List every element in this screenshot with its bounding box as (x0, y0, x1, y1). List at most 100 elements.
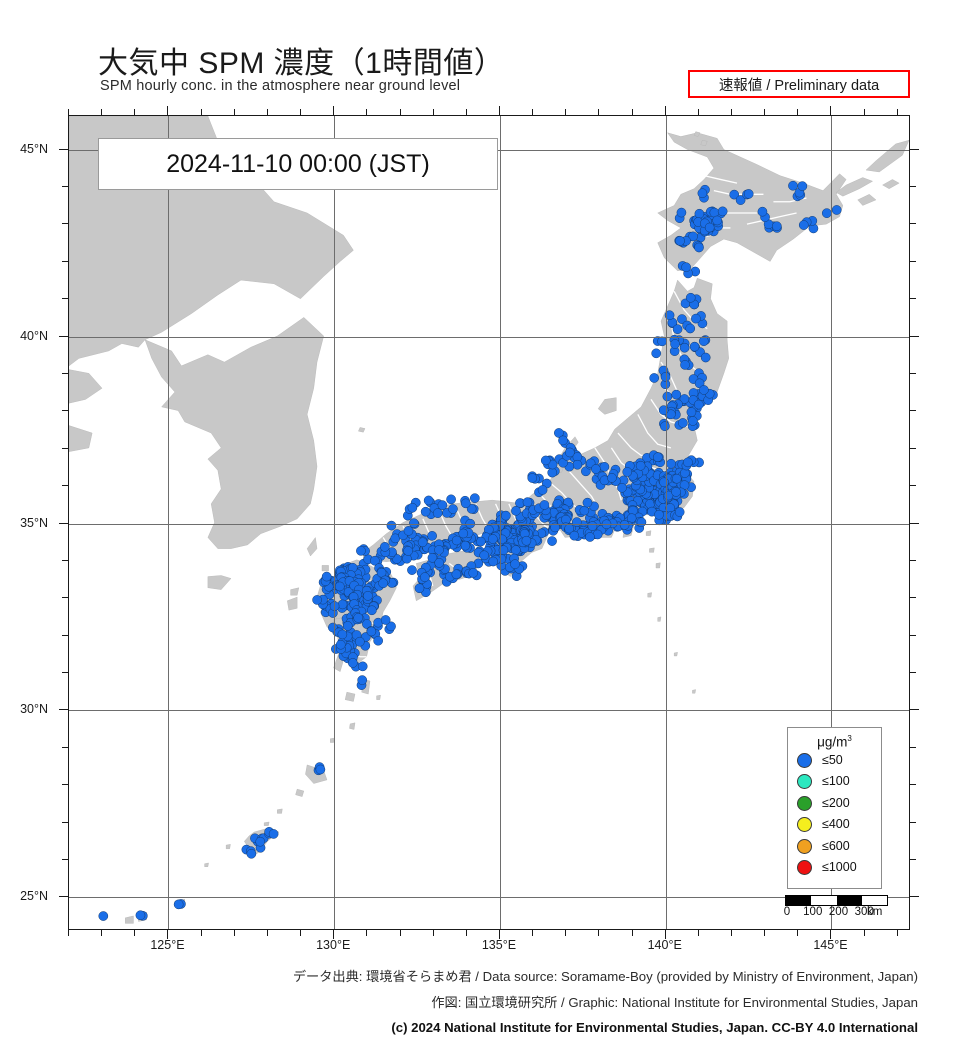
station-marker[interactable] (771, 221, 782, 232)
station-marker[interactable] (173, 899, 184, 910)
station-marker[interactable] (407, 502, 418, 513)
station-marker[interactable] (585, 532, 595, 542)
station-marker[interactable] (417, 537, 428, 548)
station-marker[interactable] (370, 555, 380, 566)
station-marker[interactable] (98, 911, 109, 921)
station-marker[interactable] (617, 482, 627, 493)
station-marker[interactable] (451, 569, 462, 580)
station-marker[interactable] (685, 292, 696, 303)
station-marker[interactable] (403, 526, 414, 536)
station-marker[interactable] (678, 418, 688, 428)
station-marker[interactable] (679, 394, 690, 404)
station-marker[interactable] (321, 571, 332, 582)
station-marker[interactable] (654, 509, 664, 520)
station-marker[interactable] (704, 222, 715, 233)
station-marker[interactable] (651, 348, 662, 359)
station-marker[interactable] (403, 546, 413, 556)
station-marker[interactable] (671, 487, 681, 497)
station-marker[interactable] (511, 505, 521, 516)
station-marker[interactable] (460, 498, 471, 509)
station-marker[interactable] (487, 534, 498, 544)
station-marker[interactable] (676, 207, 687, 218)
station-marker[interactable] (354, 636, 365, 647)
station-marker[interactable] (712, 215, 722, 226)
station-marker[interactable] (689, 341, 700, 352)
station-marker[interactable] (437, 500, 448, 510)
station-marker[interactable] (357, 675, 368, 685)
station-marker[interactable] (788, 180, 798, 191)
station-marker[interactable] (688, 231, 698, 242)
station-marker[interactable] (366, 626, 377, 637)
station-marker[interactable] (691, 313, 701, 324)
station-marker[interactable] (255, 836, 266, 847)
station-marker[interactable] (335, 639, 346, 650)
station-marker[interactable] (268, 829, 279, 839)
station-marker[interactable] (488, 556, 499, 567)
station-marker[interactable] (677, 314, 687, 324)
station-marker[interactable] (619, 520, 630, 530)
station-marker[interactable] (420, 506, 431, 517)
station-marker[interactable] (685, 323, 696, 334)
station-marker[interactable] (468, 568, 479, 578)
station-marker[interactable] (378, 578, 388, 589)
station-marker[interactable] (537, 485, 548, 495)
station-marker[interactable] (373, 635, 384, 646)
station-marker[interactable] (622, 467, 633, 477)
station-marker[interactable] (337, 629, 348, 640)
station-marker[interactable] (414, 583, 425, 594)
station-marker[interactable] (434, 558, 445, 568)
station-marker[interactable] (698, 336, 709, 346)
station-marker[interactable] (564, 447, 575, 458)
station-marker[interactable] (420, 572, 430, 583)
station-marker[interactable] (540, 455, 551, 466)
station-marker[interactable] (757, 206, 768, 217)
station-marker[interactable] (469, 493, 480, 503)
station-marker[interactable] (451, 535, 462, 546)
station-marker[interactable] (386, 520, 397, 531)
station-marker[interactable] (380, 542, 390, 552)
station-marker[interactable] (680, 360, 690, 370)
station-marker[interactable] (607, 473, 617, 483)
station-marker[interactable] (539, 500, 550, 510)
station-marker[interactable] (380, 615, 391, 625)
station-marker[interactable] (550, 522, 560, 533)
station-marker[interactable] (434, 545, 444, 555)
station-marker[interactable] (357, 661, 368, 672)
station-marker[interactable] (699, 385, 709, 395)
station-marker[interactable] (498, 545, 509, 555)
station-marker[interactable] (683, 457, 693, 468)
station-marker[interactable] (686, 407, 697, 417)
station-marker[interactable] (363, 590, 373, 601)
station-marker[interactable] (446, 494, 456, 505)
station-marker[interactable] (458, 528, 469, 539)
station-marker[interactable] (674, 507, 685, 517)
station-marker[interactable] (246, 848, 257, 859)
station-marker[interactable] (693, 399, 704, 410)
station-marker[interactable] (423, 495, 434, 506)
station-marker[interactable] (681, 262, 691, 273)
station-marker[interactable] (475, 536, 486, 547)
station-marker[interactable] (553, 428, 564, 438)
station-marker[interactable] (717, 206, 728, 217)
station-marker[interactable] (407, 565, 417, 575)
station-marker[interactable] (135, 910, 146, 921)
station-marker[interactable] (353, 613, 364, 623)
station-marker[interactable] (448, 504, 458, 514)
station-marker[interactable] (664, 310, 675, 321)
station-marker[interactable] (312, 595, 322, 605)
station-marker[interactable] (479, 550, 490, 561)
station-marker[interactable] (694, 242, 704, 253)
station-marker[interactable] (821, 208, 832, 218)
station-marker[interactable] (315, 764, 326, 775)
station-marker[interactable] (679, 342, 690, 353)
station-marker[interactable] (635, 460, 646, 471)
station-marker[interactable] (342, 621, 353, 631)
station-marker[interactable] (660, 372, 671, 382)
station-marker[interactable] (697, 188, 708, 199)
station-marker[interactable] (675, 236, 685, 246)
map-plot-area[interactable] (68, 115, 910, 930)
station-marker[interactable] (591, 464, 601, 474)
station-marker[interactable] (672, 324, 683, 335)
station-marker[interactable] (729, 189, 740, 200)
station-marker[interactable] (670, 339, 680, 349)
